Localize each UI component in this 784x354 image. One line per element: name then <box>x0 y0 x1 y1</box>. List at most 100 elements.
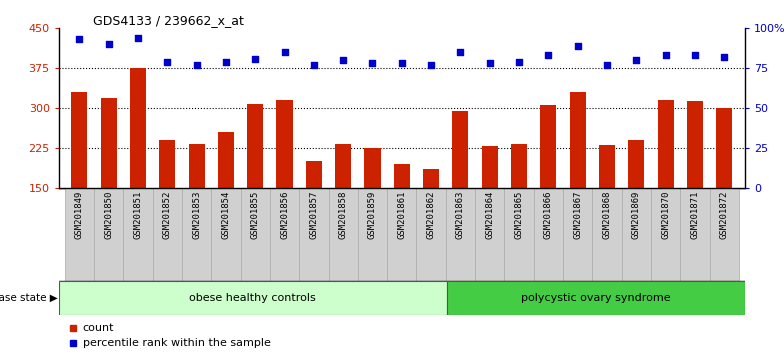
Bar <box>717 108 732 188</box>
Bar <box>710 188 739 281</box>
Text: GSM201859: GSM201859 <box>368 190 377 239</box>
Point <box>454 50 466 55</box>
Bar <box>593 188 622 281</box>
Text: GSM201849: GSM201849 <box>74 190 84 239</box>
Bar <box>599 145 615 188</box>
Text: obese healthy controls: obese healthy controls <box>189 293 316 303</box>
Point <box>161 59 173 65</box>
Bar <box>481 146 498 188</box>
Text: GSM201867: GSM201867 <box>573 190 583 239</box>
Bar <box>153 188 182 281</box>
Bar <box>123 188 153 281</box>
Point <box>220 59 232 65</box>
Text: GSM201852: GSM201852 <box>163 190 172 239</box>
Point <box>191 62 203 68</box>
Text: GSM201866: GSM201866 <box>544 190 553 239</box>
Bar <box>218 132 234 188</box>
Point <box>395 61 408 66</box>
Bar <box>570 92 586 188</box>
Text: GSM201864: GSM201864 <box>485 190 494 239</box>
Point <box>630 57 643 63</box>
Bar <box>446 188 475 281</box>
Bar <box>511 144 527 188</box>
Text: GDS4133 / 239662_x_at: GDS4133 / 239662_x_at <box>93 14 244 27</box>
Bar <box>504 188 534 281</box>
Bar <box>387 188 416 281</box>
Point <box>337 57 350 63</box>
Point <box>718 54 731 60</box>
Point <box>659 53 672 58</box>
Text: GSM201861: GSM201861 <box>397 190 406 239</box>
Point <box>278 50 291 55</box>
Point <box>425 62 437 68</box>
Text: GSM201855: GSM201855 <box>251 190 260 239</box>
Text: GSM201854: GSM201854 <box>221 190 230 239</box>
Bar <box>335 144 351 188</box>
Bar <box>534 188 563 281</box>
Text: GSM201853: GSM201853 <box>192 190 201 239</box>
Bar <box>622 188 651 281</box>
Bar <box>306 161 322 188</box>
Bar <box>247 104 263 188</box>
Bar <box>423 169 439 188</box>
Text: GSM201871: GSM201871 <box>691 190 699 239</box>
Bar <box>447 281 745 315</box>
Text: count: count <box>83 322 114 332</box>
Text: GSM201863: GSM201863 <box>456 190 465 239</box>
Bar <box>130 68 146 188</box>
Text: GSM201850: GSM201850 <box>104 190 113 239</box>
Bar <box>416 188 446 281</box>
Point <box>366 61 379 66</box>
Bar <box>687 101 703 188</box>
Bar <box>394 164 410 188</box>
Bar <box>358 188 387 281</box>
Point <box>307 62 320 68</box>
Point <box>601 62 613 68</box>
Bar <box>475 188 504 281</box>
Bar <box>658 100 673 188</box>
Bar <box>159 140 176 188</box>
Text: GSM201872: GSM201872 <box>720 190 729 239</box>
Point <box>542 53 554 58</box>
Bar <box>452 110 469 188</box>
Text: GSM201857: GSM201857 <box>310 190 318 239</box>
Point <box>132 35 144 41</box>
Point <box>513 59 525 65</box>
Text: polycystic ovary syndrome: polycystic ovary syndrome <box>521 293 670 303</box>
Point <box>73 37 85 42</box>
Text: GSM201868: GSM201868 <box>603 190 612 239</box>
Bar <box>299 188 328 281</box>
Bar <box>64 188 94 281</box>
Bar <box>59 281 447 315</box>
Point <box>484 61 496 66</box>
Text: disease state ▶: disease state ▶ <box>0 293 58 303</box>
Text: GSM201862: GSM201862 <box>426 190 436 239</box>
Text: GSM201851: GSM201851 <box>133 190 143 239</box>
Bar <box>100 98 117 188</box>
Bar <box>563 188 593 281</box>
Point <box>688 53 701 58</box>
Bar <box>540 105 557 188</box>
Text: GSM201858: GSM201858 <box>339 190 347 239</box>
Point <box>249 56 262 62</box>
Bar <box>241 188 270 281</box>
Point <box>572 43 584 49</box>
Bar <box>94 188 123 281</box>
Bar <box>270 188 299 281</box>
Text: GSM201870: GSM201870 <box>661 190 670 239</box>
Text: GSM201869: GSM201869 <box>632 190 641 239</box>
Bar <box>681 188 710 281</box>
Bar <box>71 92 87 188</box>
Bar <box>651 188 681 281</box>
Text: percentile rank within the sample: percentile rank within the sample <box>83 338 270 348</box>
Point <box>103 41 115 47</box>
Bar <box>188 144 205 188</box>
Bar <box>182 188 211 281</box>
Bar <box>211 188 241 281</box>
Bar <box>328 188 358 281</box>
Bar <box>628 140 644 188</box>
Text: GSM201865: GSM201865 <box>514 190 524 239</box>
Text: GSM201856: GSM201856 <box>280 190 289 239</box>
Bar <box>277 100 292 188</box>
Bar <box>365 148 380 188</box>
